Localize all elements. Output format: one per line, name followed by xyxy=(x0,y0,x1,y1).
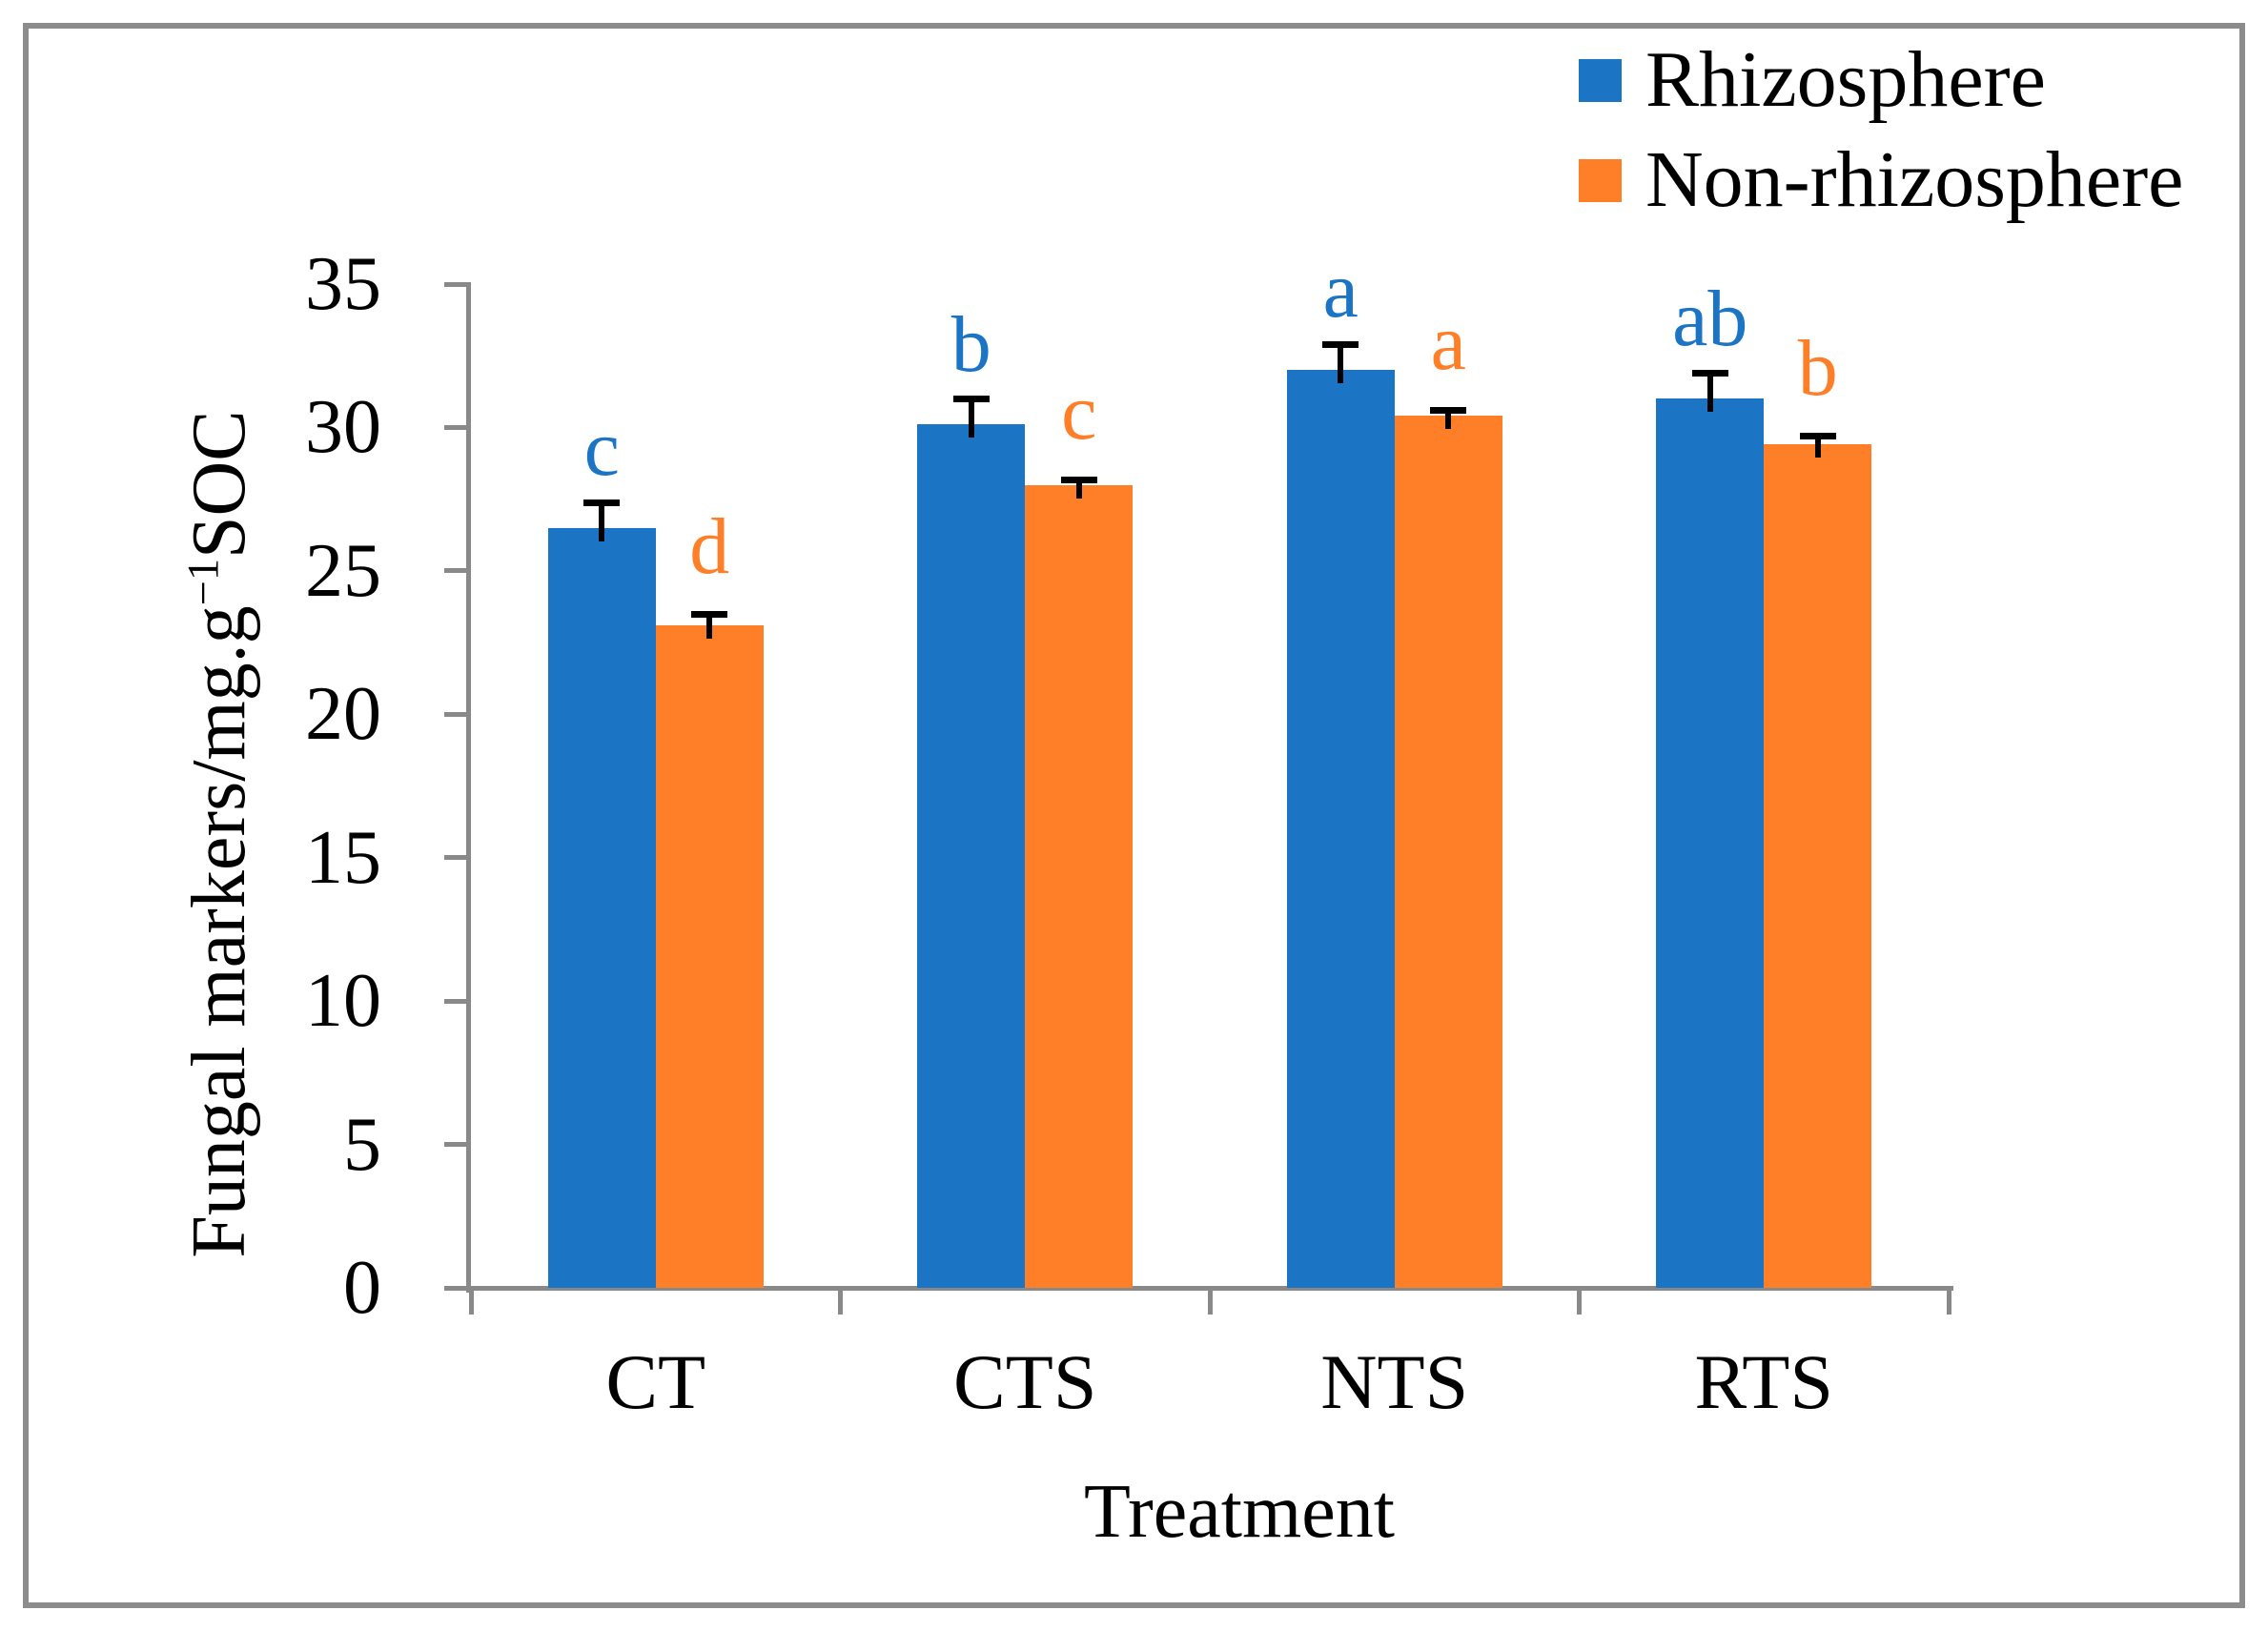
error-bar-whisker xyxy=(1706,370,1713,413)
error-bar-cap xyxy=(1799,433,1836,440)
error-bar-whisker xyxy=(1075,476,1082,499)
x-tick xyxy=(1207,1288,1213,1315)
y-tick-label: 25 xyxy=(305,528,381,613)
y-tick xyxy=(444,711,471,717)
y-tick xyxy=(444,568,471,574)
y-tick-label: 20 xyxy=(305,672,381,757)
y-tick xyxy=(444,281,471,287)
error-bar-cap xyxy=(691,610,728,618)
bar-non-rhizosphere-nts xyxy=(1394,416,1502,1288)
error-bar-cap xyxy=(1060,476,1097,483)
bar-non-rhizosphere-ct xyxy=(655,625,764,1288)
significance-letter: c xyxy=(583,403,620,493)
y-tick xyxy=(444,855,471,861)
error-bar-cap xyxy=(1691,370,1728,377)
bar-non-rhizosphere-cts xyxy=(1025,484,1134,1288)
error-bar-whisker xyxy=(1814,433,1821,459)
x-tick xyxy=(468,1288,474,1315)
x-tick xyxy=(838,1288,843,1315)
x-tick xyxy=(1577,1288,1582,1315)
y-tick xyxy=(444,424,471,430)
significance-letter: ab xyxy=(1672,275,1748,364)
x-category-label: CT xyxy=(605,1338,706,1425)
bar-rhizosphere-ct xyxy=(547,527,656,1288)
y-tick-label: 5 xyxy=(343,1102,381,1187)
significance-letter: a xyxy=(1322,246,1359,336)
legend-swatch-rhizosphere-icon xyxy=(1579,58,1622,102)
error-bar-cap xyxy=(583,499,621,506)
y-tick xyxy=(444,1142,471,1148)
error-bar-whisker xyxy=(599,499,605,541)
bar-rhizosphere-nts xyxy=(1286,370,1395,1288)
x-category-label: NTS xyxy=(1320,1338,1469,1425)
y-tick-label: 10 xyxy=(305,959,381,1044)
bar-rhizosphere-cts xyxy=(917,424,1026,1288)
y-axis-line xyxy=(466,282,471,1293)
error-bar-whisker xyxy=(1445,407,1452,430)
significance-letter: b xyxy=(1797,324,1838,414)
significance-letter: c xyxy=(1061,367,1097,457)
bar-rhizosphere-rts xyxy=(1656,398,1765,1288)
error-bar-whisker xyxy=(1338,341,1344,384)
error-bar-cap xyxy=(1430,407,1467,415)
bar-non-rhizosphere-rts xyxy=(1764,444,1872,1288)
x-tick xyxy=(1946,1288,1951,1315)
y-tick xyxy=(444,1285,471,1291)
legend-swatch-non-rhizosphere-icon xyxy=(1579,158,1622,202)
y-tick-label: 35 xyxy=(305,242,381,326)
error-bar-whisker xyxy=(706,610,713,639)
legend-item-non-rhizosphere: Non-rhizosphere xyxy=(1579,133,2183,228)
legend-label-non-rhizosphere: Non-rhizosphere xyxy=(1645,135,2184,224)
legend-item-rhizosphere: Rhizosphere xyxy=(1579,32,2046,128)
x-category-label: RTS xyxy=(1694,1338,1833,1425)
significance-letter: a xyxy=(1430,298,1466,388)
x-axis-title: Treatment xyxy=(1084,1470,1395,1554)
legend-label-rhizosphere: Rhizosphere xyxy=(1645,35,2046,124)
y-tick-label: 30 xyxy=(305,385,381,470)
error-bar-whisker xyxy=(968,396,974,438)
significance-letter: d xyxy=(689,501,730,591)
y-tick-label: 15 xyxy=(305,815,381,900)
error-bar-cap xyxy=(952,396,990,403)
x-category-label: CTS xyxy=(953,1338,1097,1425)
y-tick xyxy=(444,998,471,1004)
y-tick-label: 0 xyxy=(343,1246,381,1330)
error-bar-cap xyxy=(1322,341,1359,349)
significance-letter: b xyxy=(950,300,991,390)
